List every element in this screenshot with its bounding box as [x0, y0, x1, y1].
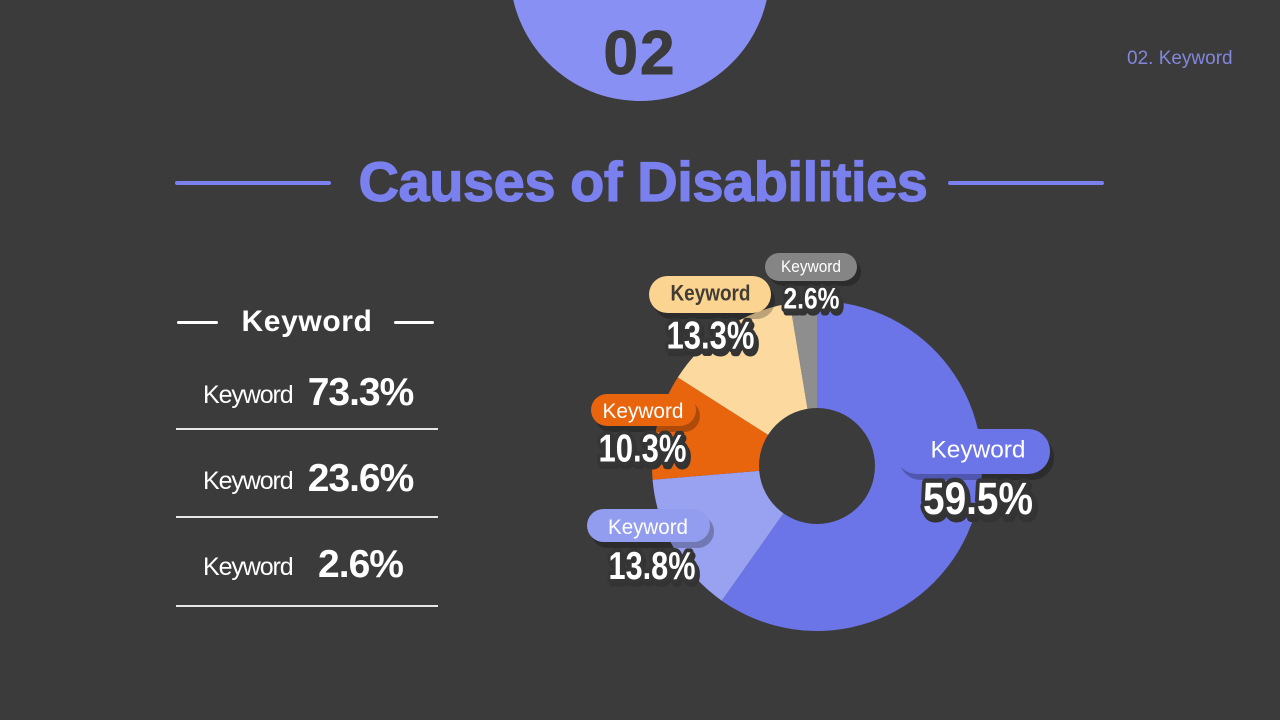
svg-text:2.6%: 2.6%: [784, 283, 840, 316]
svg-text:13.3%: 13.3%: [669, 318, 757, 361]
svg-text:2.6%: 2.6%: [786, 286, 842, 319]
svg-text:Keyword: Keyword: [931, 437, 1026, 464]
svg-text:13.3%: 13.3%: [667, 315, 755, 358]
svg-text:Keyword: Keyword: [603, 400, 684, 423]
svg-text:10.3%: 10.3%: [599, 428, 687, 471]
svg-text:Keyword: Keyword: [671, 281, 751, 306]
svg-text:Keyword: Keyword: [608, 515, 688, 539]
svg-text:59.5%: 59.5%: [923, 473, 1033, 524]
svg-text:Keyword: Keyword: [781, 257, 841, 276]
svg-text:13.8%: 13.8%: [611, 549, 698, 592]
svg-text:59.5%: 59.5%: [925, 477, 1035, 528]
svg-text:13.8%: 13.8%: [609, 545, 696, 588]
svg-text:10.3%: 10.3%: [601, 431, 689, 474]
